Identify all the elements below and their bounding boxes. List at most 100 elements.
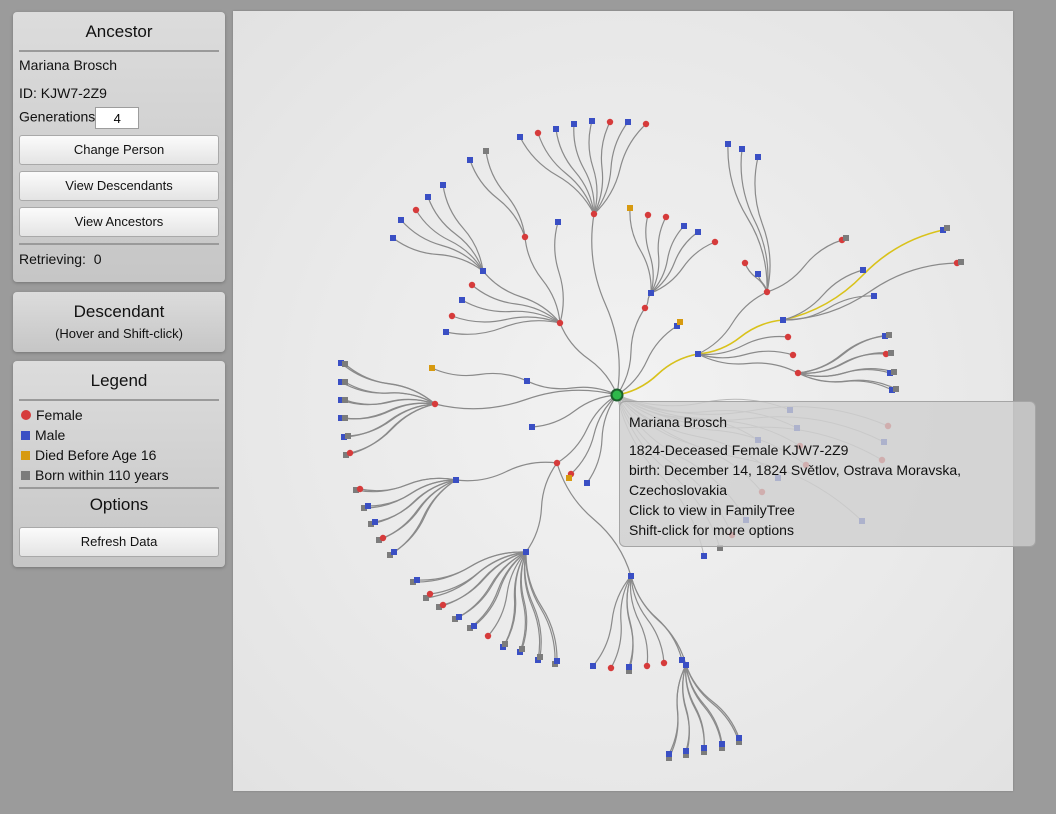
male-node[interactable] — [391, 549, 397, 555]
female-node[interactable] — [641, 304, 649, 312]
male-node[interactable] — [554, 658, 560, 664]
root-ancestor-node[interactable] — [610, 388, 624, 402]
male-node[interactable] — [467, 157, 473, 163]
living-node[interactable] — [519, 646, 525, 652]
living-node[interactable] — [502, 641, 508, 647]
male-node[interactable] — [480, 268, 486, 274]
living-node[interactable] — [376, 537, 382, 543]
male-node[interactable] — [628, 573, 634, 579]
male-node[interactable] — [453, 477, 459, 483]
male-node[interactable] — [780, 317, 786, 323]
female-node[interactable] — [711, 238, 719, 246]
male-node[interactable] — [589, 118, 595, 124]
female-node[interactable] — [534, 129, 542, 137]
male-node[interactable] — [414, 577, 420, 583]
female-node[interactable] — [794, 369, 802, 377]
living-node[interactable] — [410, 579, 416, 585]
male-node[interactable] — [674, 323, 680, 329]
living-node[interactable] — [452, 616, 458, 622]
living-node[interactable] — [683, 752, 689, 758]
female-node[interactable] — [448, 312, 456, 320]
male-node[interactable] — [555, 219, 561, 225]
female-node[interactable] — [468, 281, 476, 289]
male-node[interactable] — [701, 745, 707, 751]
male-node[interactable] — [695, 229, 701, 235]
male-node[interactable] — [681, 223, 687, 229]
view-descendants-button[interactable]: View Descendants — [19, 171, 219, 201]
female-node[interactable] — [356, 485, 364, 493]
male-node[interactable] — [860, 267, 866, 273]
died-young-node[interactable] — [627, 205, 633, 211]
living-node[interactable] — [368, 521, 374, 527]
male-node[interactable] — [695, 351, 701, 357]
female-node[interactable] — [660, 659, 668, 667]
male-node[interactable] — [683, 662, 689, 668]
male-node[interactable] — [471, 623, 477, 629]
living-node[interactable] — [345, 433, 351, 439]
male-node[interactable] — [701, 553, 707, 559]
living-node[interactable] — [467, 625, 473, 631]
died-young-node[interactable] — [429, 365, 435, 371]
living-node[interactable] — [436, 604, 442, 610]
male-node[interactable] — [338, 397, 344, 403]
male-node[interactable] — [882, 333, 888, 339]
living-node[interactable] — [423, 595, 429, 601]
female-node[interactable] — [521, 233, 529, 241]
male-node[interactable] — [517, 134, 523, 140]
generations-input[interactable] — [95, 107, 140, 129]
male-node[interactable] — [755, 154, 761, 160]
living-node[interactable] — [719, 745, 725, 751]
living-node[interactable] — [886, 332, 892, 338]
male-node[interactable] — [529, 424, 535, 430]
living-node[interactable] — [343, 452, 349, 458]
living-node[interactable] — [342, 361, 348, 367]
living-node[interactable] — [701, 749, 707, 755]
living-node[interactable] — [944, 225, 950, 231]
female-node[interactable] — [882, 350, 890, 358]
died-young-node[interactable] — [566, 475, 572, 481]
female-node[interactable] — [643, 662, 651, 670]
male-node[interactable] — [459, 297, 465, 303]
female-node[interactable] — [379, 534, 387, 542]
male-node[interactable] — [590, 663, 596, 669]
female-node[interactable] — [426, 590, 434, 598]
living-node[interactable] — [342, 397, 348, 403]
male-node[interactable] — [755, 271, 761, 277]
female-node[interactable] — [789, 351, 797, 359]
male-node[interactable] — [338, 360, 344, 366]
female-node[interactable] — [763, 288, 771, 296]
male-node[interactable] — [683, 748, 689, 754]
living-node[interactable] — [353, 487, 359, 493]
female-node[interactable] — [484, 632, 492, 640]
male-node[interactable] — [626, 664, 632, 670]
living-node[interactable] — [361, 505, 367, 511]
living-node[interactable] — [893, 386, 899, 392]
living-node[interactable] — [843, 235, 849, 241]
male-node[interactable] — [365, 503, 371, 509]
living-node[interactable] — [342, 379, 348, 385]
female-node[interactable] — [556, 319, 564, 327]
female-node[interactable] — [412, 206, 420, 214]
male-node[interactable] — [341, 434, 347, 440]
male-node[interactable] — [648, 290, 654, 296]
male-node[interactable] — [456, 614, 462, 620]
female-node[interactable] — [590, 210, 598, 218]
male-node[interactable] — [425, 194, 431, 200]
living-node[interactable] — [736, 739, 742, 745]
living-node[interactable] — [666, 755, 672, 761]
female-node[interactable] — [553, 459, 561, 467]
male-node[interactable] — [440, 182, 446, 188]
female-node[interactable] — [741, 259, 749, 267]
male-node[interactable] — [372, 519, 378, 525]
male-node[interactable] — [887, 370, 893, 376]
female-node[interactable] — [346, 449, 354, 457]
male-node[interactable] — [553, 126, 559, 132]
male-node[interactable] — [679, 657, 685, 663]
male-node[interactable] — [739, 146, 745, 152]
refresh-data-button[interactable]: Refresh Data — [19, 527, 219, 557]
male-node[interactable] — [390, 235, 396, 241]
female-node[interactable] — [642, 120, 650, 128]
male-node[interactable] — [736, 735, 742, 741]
female-node[interactable] — [607, 664, 615, 672]
male-node[interactable] — [725, 141, 731, 147]
